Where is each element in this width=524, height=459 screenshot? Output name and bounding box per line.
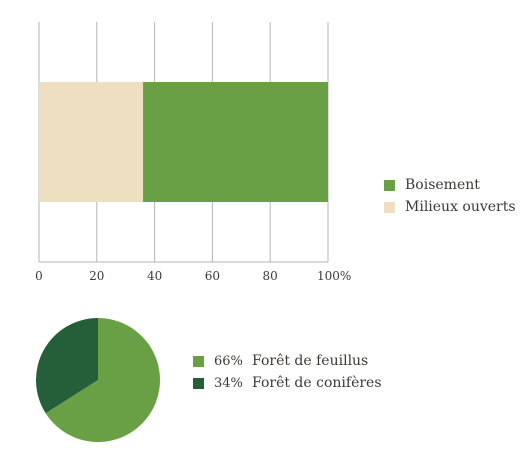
x-tick-label: 80 — [263, 269, 278, 283]
x-tick-label: 100% — [317, 269, 351, 283]
stacked-bar-chart: 0 20 40 60 80 100% — [35, 22, 351, 283]
legend-label-boisement: Boisement — [405, 177, 480, 193]
legend-item-milieux-ouverts: Milieux ouverts — [384, 196, 516, 218]
legend-swatch-coniferes — [193, 377, 204, 389]
x-tick-label: 40 — [147, 269, 162, 283]
legend-label-coniferes: Forêt de conifères — [252, 375, 382, 391]
legend-label-milieux-ouverts: Milieux ouverts — [405, 199, 516, 215]
legend-item-boisement: Boisement — [384, 174, 516, 196]
pie-slice — [45, 318, 160, 442]
legend-swatch-boisement — [384, 179, 395, 191]
legend-swatch-feuillus — [193, 355, 204, 367]
legend-item-feuillus: 66% Forêt de feuillus — [193, 350, 382, 372]
bar-segment — [39, 82, 144, 202]
pie-slice — [35, 318, 98, 414]
x-tick-label: 60 — [205, 269, 220, 283]
bar-segment — [143, 82, 328, 202]
pie-chart — [35, 318, 160, 442]
x-tick-label: 20 — [89, 269, 104, 283]
legend-swatch-milieux-ouverts — [384, 201, 395, 213]
legend-label-feuillus: Forêt de feuillus — [252, 353, 369, 369]
legend-pct-coniferes: 34% — [214, 375, 243, 391]
legend-pct-feuillus: 66% — [214, 353, 243, 369]
pie-legend: 66% Forêt de feuillus 34% Forêt de conif… — [193, 350, 382, 394]
bar-legend: Boisement Milieux ouverts — [384, 174, 516, 218]
x-tick-label: 0 — [35, 269, 43, 283]
legend-item-coniferes: 34% Forêt de conifères — [193, 372, 382, 394]
